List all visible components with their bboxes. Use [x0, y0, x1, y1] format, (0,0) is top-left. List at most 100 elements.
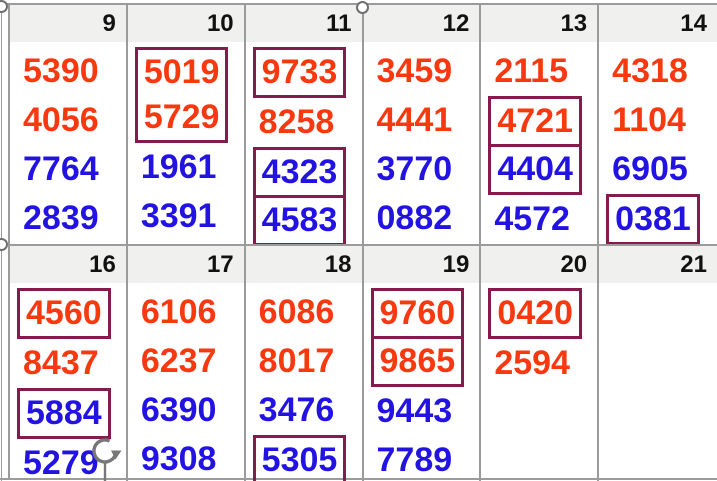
selection-handle-left-middle[interactable]: [0, 238, 8, 251]
number-value: 5729: [143, 98, 220, 136]
number-value: 3459: [376, 52, 453, 90]
number-value: 5019: [143, 53, 220, 91]
day-values: 9733 8258 4323 4583: [246, 42, 362, 244]
highlight-box: 0420: [488, 288, 582, 339]
highlight-box: 4583: [252, 195, 347, 244]
day-header: 11: [245, 5, 362, 42]
number-value: 9733: [261, 53, 338, 91]
day-values: [599, 283, 717, 288]
number-value: 2839: [23, 199, 99, 237]
day-header: 17: [127, 246, 244, 283]
highlight-box: 5305: [252, 435, 347, 481]
number-value: 7789: [376, 441, 453, 479]
number-value: 4572: [494, 200, 570, 238]
day-header: 12: [363, 5, 480, 42]
day-values: 4318 1104 6905 0381: [599, 42, 717, 244]
day-header: 21: [599, 246, 717, 283]
day-values: 0420 2594: [481, 283, 597, 388]
day-values: 6106 6237 6390 9308: [128, 283, 244, 481]
number-value: 3476: [258, 391, 335, 429]
highlight-box: 0381: [606, 194, 700, 244]
number-value: 4583: [261, 201, 338, 239]
day-cell[interactable]: 19 9760 9865 9443 7789: [363, 246, 482, 481]
highlight-box: 4404: [488, 144, 582, 195]
number-value: 2115: [494, 52, 569, 90]
table-bottom-border: [0, 478, 717, 480]
number-value: 1961: [140, 148, 217, 186]
number-value: 5305: [261, 441, 338, 479]
day-cell[interactable]: 17 6106 6237 6390 9308: [127, 246, 246, 481]
number-value: 9760: [379, 294, 456, 332]
day-cell[interactable]: 16 4560 8437 5884 5279: [10, 246, 128, 481]
rotate-handle-icon[interactable]: [88, 436, 124, 481]
number-value: 5279: [23, 444, 99, 481]
number-value: 9308: [140, 440, 217, 478]
day-header: 18: [245, 246, 362, 283]
number-value: 4441: [376, 101, 453, 139]
day-values: 5019 5729 1961 3391: [128, 42, 244, 241]
number-value: 5390: [23, 52, 99, 90]
number-value: 6237: [140, 342, 217, 380]
selection-handle-top-middle[interactable]: [356, 1, 369, 14]
day-header: 13: [481, 5, 598, 42]
day-cell[interactable]: 20 0420 2594: [481, 246, 600, 481]
highlight-box: 9865: [370, 336, 465, 387]
number-value: 6905: [612, 150, 688, 188]
day-cell[interactable]: 10 5019 5729 1961 3391: [127, 5, 246, 244]
day-header: 20: [481, 246, 598, 283]
number-value: 8258: [258, 103, 335, 141]
number-value: 4318: [612, 52, 688, 90]
day-cell[interactable]: 13 2115 4721 4404 4572: [481, 5, 600, 244]
number-value: 4404: [497, 150, 573, 188]
highlight-box: 9760: [370, 288, 465, 339]
highlight-box: 5019 5729: [134, 47, 229, 143]
day-header: 9: [10, 5, 126, 42]
day-values: 2115 4721 4404 4572: [481, 42, 597, 244]
number-value: 4721: [497, 102, 573, 140]
number-value: 9865: [379, 342, 456, 380]
number-value: 7764: [23, 150, 99, 188]
week-row: 9 5390 4056 7764 2839 10 5019 5729 1961 3391 11 973…: [10, 5, 717, 244]
number-value: 8437: [23, 344, 99, 382]
highlight-box: 4721: [488, 96, 582, 147]
day-cell[interactable]: 11 9733 8258 4323 4583: [245, 5, 364, 244]
selection-handle-top-left[interactable]: [0, 0, 8, 13]
number-table: 9 5390 4056 7764 2839 10 5019 5729 1961 3391 11 973…: [8, 5, 717, 481]
number-value: 4323: [261, 153, 338, 191]
number-value: 4056: [23, 101, 99, 139]
highlight-box: 9733: [252, 47, 347, 98]
number-value: 6390: [140, 391, 217, 429]
day-values: 3459 4441 3770 0882: [364, 42, 480, 243]
number-value: 9443: [376, 392, 453, 430]
number-value: 5884: [26, 394, 102, 432]
day-header: 16: [10, 246, 126, 283]
number-value: 0420: [497, 294, 573, 332]
day-header: 14: [599, 5, 717, 42]
number-value: 6106: [140, 293, 217, 331]
day-cell[interactable]: 9 5390 4056 7764 2839: [10, 5, 128, 244]
day-values: 6086 8017 3476 5305: [246, 283, 362, 481]
day-header: 19: [363, 246, 480, 283]
number-value: 3770: [376, 150, 453, 188]
day-cell[interactable]: 14 4318 1104 6905 0381: [599, 5, 717, 244]
day-cell[interactable]: 21: [599, 246, 717, 481]
number-value: 0381: [615, 200, 691, 238]
number-value: 4560: [26, 294, 102, 332]
number-value: 3391: [140, 197, 217, 235]
number-value: 2594: [494, 344, 570, 382]
highlight-box: 5884: [17, 388, 111, 439]
week-row: 16 4560 8437 5884 5279 17 6106 6237 6390 9308 18 60…: [10, 244, 717, 481]
day-values: 5390 4056 7764 2839: [10, 42, 126, 243]
number-value: 1104: [612, 101, 686, 139]
highlight-box: 4560: [17, 288, 111, 339]
day-cell[interactable]: 12 3459 4441 3770 0882: [363, 5, 482, 244]
number-value: 8017: [258, 342, 335, 380]
day-cell[interactable]: 18 6086 8017 3476 5305: [245, 246, 364, 481]
number-value: 6086: [258, 293, 335, 331]
day-values: 4560 8437 5884 5279: [10, 283, 126, 481]
day-values: 9760 9865 9443 7789: [364, 283, 480, 481]
highlight-box: 4323: [252, 147, 347, 198]
number-value: 0882: [376, 199, 453, 237]
day-header: 10: [127, 5, 244, 42]
